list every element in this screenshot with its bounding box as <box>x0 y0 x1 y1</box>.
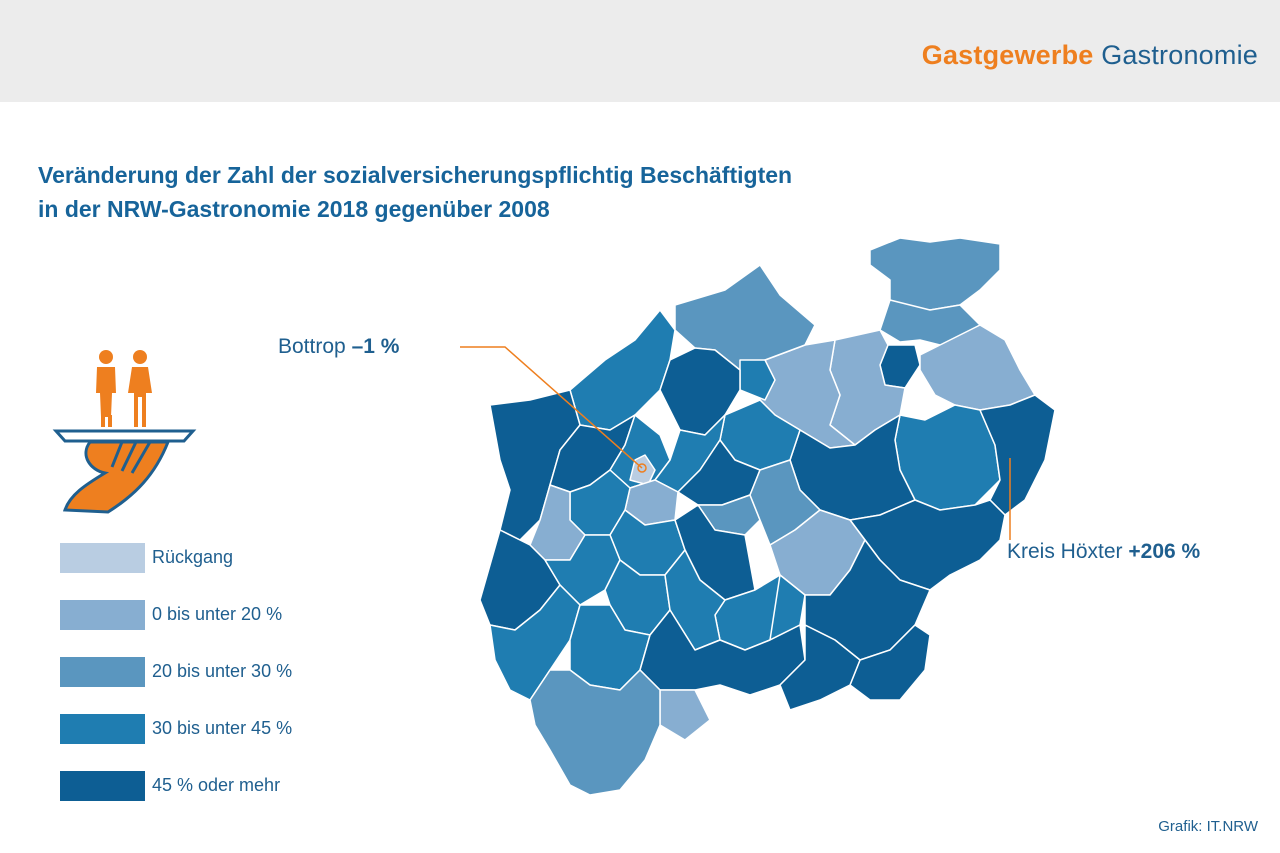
brand-secondary: Gastronomie <box>1101 40 1258 70</box>
legend-item: 30 bis unter 45 % <box>60 714 360 744</box>
map-region <box>779 624 861 711</box>
hoexter-value: +206 % <box>1128 540 1201 563</box>
map-region <box>849 624 931 701</box>
map-region <box>869 237 1001 311</box>
waiter-tray-icon <box>52 350 197 514</box>
legend-label: 45 % oder mehr <box>152 775 281 795</box>
legend-item: 20 bis unter 30 % <box>60 657 360 687</box>
map-region <box>674 264 816 371</box>
legend-swatch <box>60 600 145 630</box>
legend-label: 0 bis unter 20 % <box>152 604 283 624</box>
map-region <box>659 689 711 741</box>
hoexter-name: Kreis Höxter <box>1007 540 1123 563</box>
map-region <box>569 309 676 431</box>
legend-item: 0 bis unter 20 % <box>60 600 360 630</box>
legend-swatch <box>60 714 145 744</box>
bottrop-marker <box>637 463 647 473</box>
title-line-2: in der NRW-Gastronomie 2018 gegenüber 20… <box>38 196 550 222</box>
source-credit: Grafik: IT.NRW <box>1158 818 1258 835</box>
legend-swatch <box>60 771 145 801</box>
brand-title: Gastgewerbe Gastronomie <box>922 40 1258 71</box>
map-region <box>979 394 1056 516</box>
bottrop-value: –1 % <box>351 335 400 358</box>
brand-primary: Gastgewerbe <box>921 40 1094 70</box>
legend-label: Rückgang <box>152 547 234 567</box>
hoexter-callout: Kreis Höxter +206 % <box>1007 540 1200 564</box>
legend-swatch <box>60 543 145 573</box>
legend-label: 30 bis unter 45 % <box>152 718 293 738</box>
bottrop-leader-line <box>460 346 643 469</box>
bottrop-name: Bottrop <box>278 335 346 358</box>
title-line-1: Veränderung der Zahl der sozialversicher… <box>38 162 793 188</box>
legend-label: 20 bis unter 30 % <box>152 661 293 681</box>
nrw-map <box>460 237 1056 796</box>
chart-title: Veränderung der Zahl der sozialversicher… <box>38 158 938 226</box>
map-region <box>529 669 661 796</box>
header-bar: Gastgewerbe Gastronomie <box>0 0 1280 102</box>
legend-swatch <box>60 657 145 687</box>
legend-item: Rückgang <box>60 543 360 573</box>
bottrop-callout: Bottrop –1 % <box>278 335 399 359</box>
legend-item: 45 % oder mehr <box>60 771 360 801</box>
